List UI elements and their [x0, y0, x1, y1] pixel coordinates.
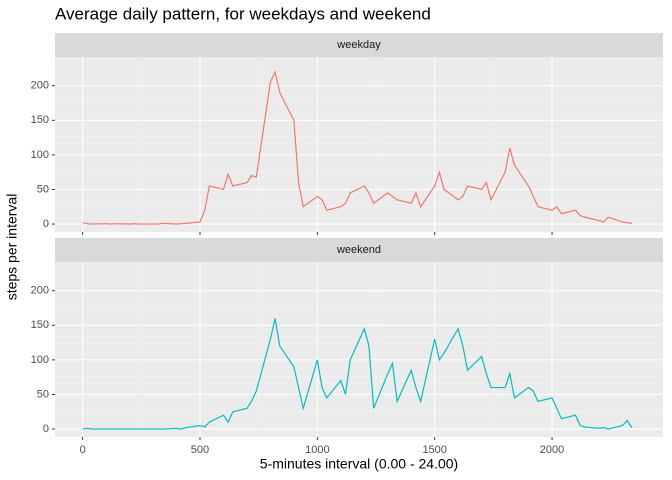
x-axis-title: 5-minutes interval (0.00 - 24.00) — [260, 456, 458, 472]
x-tick-label: 1500 — [422, 444, 446, 456]
y-tick-label: 150 — [31, 114, 49, 126]
y-tick-label: 50 — [37, 183, 49, 195]
x-tick-label: 2000 — [540, 444, 564, 456]
x-tick-label: 0 — [80, 444, 86, 456]
strip-label: weekend — [336, 244, 381, 256]
panel — [55, 57, 663, 232]
y-tick-label: 50 — [37, 388, 49, 400]
y-axis-title: steps per interval — [4, 194, 20, 301]
y-tick-label: 200 — [31, 285, 49, 297]
strip-label: weekday — [336, 39, 381, 51]
chart-title: Average daily pattern, for weekdays and … — [55, 4, 431, 23]
strip — [55, 33, 663, 57]
series-line — [82, 69, 632, 225]
y-tick-label: 0 — [43, 423, 49, 435]
strip — [55, 238, 663, 262]
x-tick-label: 500 — [191, 444, 209, 456]
y-tick-label: 0 — [43, 218, 49, 230]
y-tick-label: 200 — [31, 80, 49, 92]
series-line — [82, 318, 633, 430]
y-tick-label: 100 — [31, 354, 49, 366]
y-tick-label: 100 — [31, 149, 49, 161]
y-tick-label: 150 — [31, 319, 49, 331]
x-tick-label: 1000 — [305, 444, 329, 456]
panel — [55, 262, 663, 437]
